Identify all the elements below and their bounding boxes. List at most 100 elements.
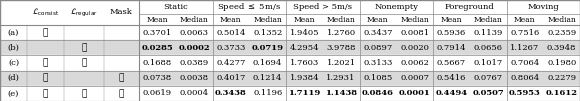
Text: 0.0063: 0.0063 (180, 29, 209, 37)
Text: 1.1267: 1.1267 (510, 44, 539, 52)
Text: 0.0389: 0.0389 (179, 59, 209, 67)
Text: 1.1438: 1.1438 (325, 89, 357, 97)
Text: ✓: ✓ (43, 74, 48, 83)
Text: (c): (c) (8, 59, 19, 67)
Text: 0.3133: 0.3133 (363, 59, 393, 67)
Text: 0.5953: 0.5953 (509, 89, 541, 97)
Text: 3.9788: 3.9788 (327, 44, 356, 52)
Text: 0.4277: 0.4277 (216, 59, 245, 67)
Text: 1.9384: 1.9384 (289, 74, 319, 82)
Text: 0.1139: 0.1139 (473, 29, 503, 37)
Text: Foreground: Foreground (445, 3, 495, 11)
Text: ✓: ✓ (43, 89, 48, 98)
Text: 0.0619: 0.0619 (143, 89, 172, 97)
Text: 0.0001: 0.0001 (399, 89, 430, 97)
Text: Median: Median (180, 15, 209, 24)
Bar (0, 86, 580, 101)
Text: 0.1694: 0.1694 (253, 59, 282, 67)
Text: 0.0007: 0.0007 (400, 74, 429, 82)
Text: 1.2931: 1.2931 (327, 74, 356, 82)
Bar (0, 14, 580, 25)
Text: 0.5936: 0.5936 (437, 29, 466, 37)
Text: 0.7914: 0.7914 (437, 44, 466, 52)
Bar (0, 55, 580, 71)
Text: ✓: ✓ (119, 89, 124, 98)
Text: 0.5416: 0.5416 (437, 74, 466, 82)
Text: 0.0038: 0.0038 (180, 74, 209, 82)
Text: ✓: ✓ (81, 58, 86, 67)
Text: 0.0897: 0.0897 (363, 44, 393, 52)
Text: $\mathcal{L}_{\mathrm{regular}}$: $\mathcal{L}_{\mathrm{regular}}$ (70, 6, 98, 19)
Text: Median: Median (547, 15, 576, 24)
Text: Median: Median (400, 15, 429, 24)
Text: Moving: Moving (527, 3, 559, 11)
Text: 1.9405: 1.9405 (289, 29, 319, 37)
Text: 1.2021: 1.2021 (327, 59, 356, 67)
Text: 0.0081: 0.0081 (400, 29, 429, 37)
Text: Median: Median (474, 15, 502, 24)
Text: ✓: ✓ (43, 58, 48, 67)
Text: 0.1085: 0.1085 (363, 74, 393, 82)
Text: (d): (d) (8, 74, 20, 82)
Text: 0.0002: 0.0002 (178, 44, 210, 52)
Text: 0.7516: 0.7516 (510, 29, 539, 37)
Text: ✓: ✓ (43, 28, 48, 37)
Text: 0.0719: 0.0719 (252, 44, 284, 52)
Text: 0.3733: 0.3733 (216, 44, 245, 52)
Text: 4.2954: 4.2954 (289, 44, 319, 52)
Text: (e): (e) (8, 89, 19, 97)
Text: 1.7603: 1.7603 (290, 59, 319, 67)
Text: 0.2359: 0.2359 (547, 29, 577, 37)
Text: Mean: Mean (293, 15, 315, 24)
Text: 0.0846: 0.0846 (362, 89, 394, 97)
Text: ✓: ✓ (81, 89, 86, 98)
Text: (b): (b) (8, 44, 20, 52)
Text: 0.0020: 0.0020 (400, 44, 429, 52)
Text: 0.0767: 0.0767 (473, 74, 503, 82)
Text: 0.2279: 0.2279 (547, 74, 576, 82)
Text: 0.1017: 0.1017 (473, 59, 503, 67)
Text: Static: Static (164, 3, 188, 11)
Text: Speed $\leq$ 5m/s: Speed $\leq$ 5m/s (218, 1, 281, 13)
Text: Nonempty: Nonempty (374, 3, 418, 11)
Text: 0.3438: 0.3438 (215, 89, 247, 97)
Text: $\mathcal{L}_{\mathrm{consist}}$: $\mathcal{L}_{\mathrm{consist}}$ (32, 7, 59, 18)
Text: 0.4017: 0.4017 (216, 74, 245, 82)
Bar (0, 71, 580, 86)
Text: Mean: Mean (147, 15, 168, 24)
Text: 0.5014: 0.5014 (216, 29, 245, 37)
Text: 0.0507: 0.0507 (472, 89, 504, 97)
Text: 0.0004: 0.0004 (180, 89, 209, 97)
Text: ✓: ✓ (81, 43, 86, 52)
Text: 1.7119: 1.7119 (288, 89, 321, 97)
Text: 0.1612: 0.1612 (546, 89, 578, 97)
Text: 0.0738: 0.0738 (143, 74, 172, 82)
Bar (0, 40, 580, 55)
Text: 0.0062: 0.0062 (400, 59, 429, 67)
Text: Speed > 5m/s: Speed > 5m/s (293, 3, 352, 11)
Text: (a): (a) (8, 29, 19, 37)
Text: 0.1688: 0.1688 (143, 59, 172, 67)
Text: 0.7064: 0.7064 (510, 59, 539, 67)
Text: 0.3701: 0.3701 (143, 29, 172, 37)
Text: Mean: Mean (220, 15, 242, 24)
Text: Median: Median (253, 15, 282, 24)
Text: 0.3948: 0.3948 (547, 44, 577, 52)
Text: 0.1980: 0.1980 (547, 59, 577, 67)
Text: ✓: ✓ (119, 74, 124, 83)
Bar (0, 0, 580, 14)
Text: 0.1214: 0.1214 (253, 74, 282, 82)
Text: Median: Median (327, 15, 356, 24)
Text: 0.1196: 0.1196 (253, 89, 282, 97)
Text: 0.5667: 0.5667 (437, 59, 466, 67)
Text: 0.4494: 0.4494 (436, 89, 467, 97)
Text: 0.1352: 0.1352 (253, 29, 282, 37)
Text: 0.8064: 0.8064 (510, 74, 539, 82)
Text: 1.2760: 1.2760 (327, 29, 356, 37)
Text: Mean: Mean (514, 15, 536, 24)
Text: 0.3437: 0.3437 (363, 29, 393, 37)
Text: Mean: Mean (367, 15, 389, 24)
Bar (0, 25, 580, 40)
Text: 0.0656: 0.0656 (474, 44, 503, 52)
Text: 0.0285: 0.0285 (142, 44, 173, 52)
